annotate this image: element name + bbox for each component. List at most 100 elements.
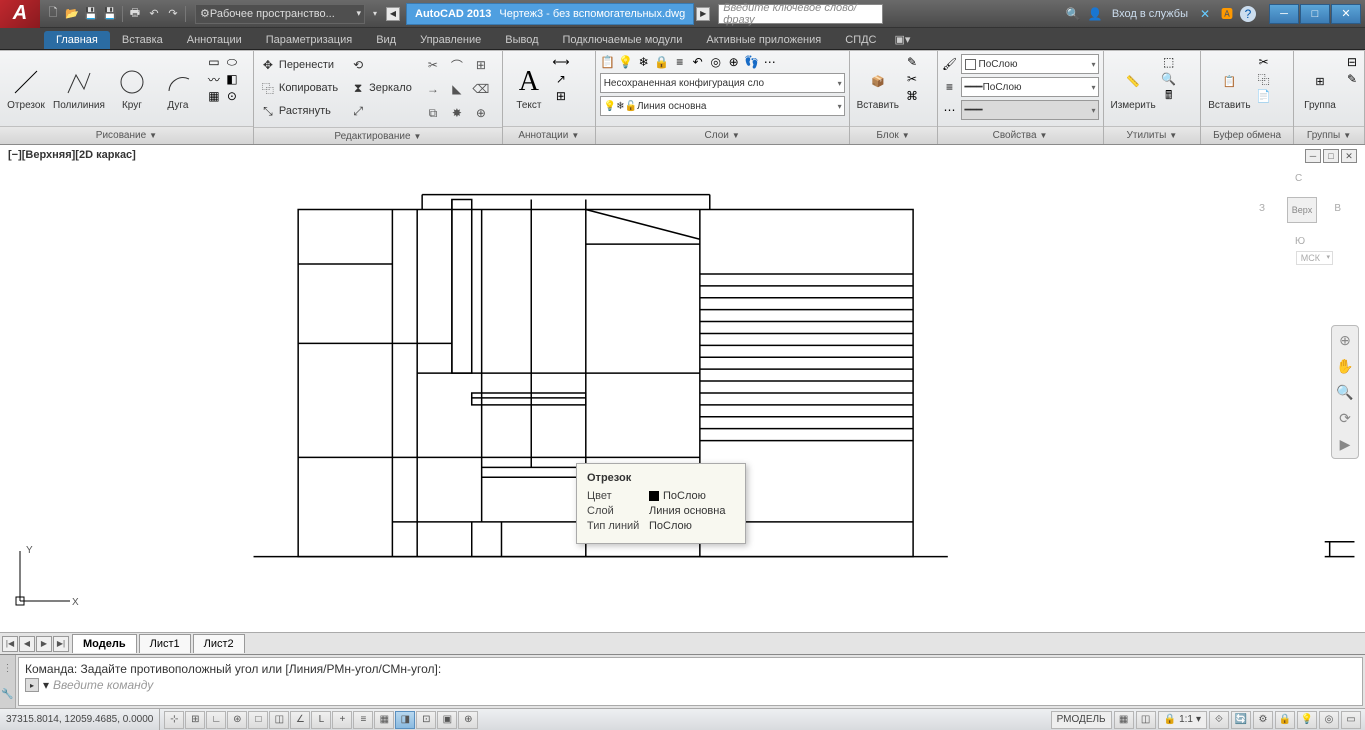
qat-more-icon[interactable]: ▾ bbox=[366, 5, 384, 23]
tab-sheet2[interactable]: Лист2 bbox=[193, 634, 245, 653]
tab-apps[interactable]: Активные приложения bbox=[694, 31, 833, 49]
spline-icon[interactable]: 〰 bbox=[206, 71, 222, 87]
close-button[interactable]: ✕ bbox=[1331, 4, 1361, 24]
leader-icon[interactable]: ↗ bbox=[553, 71, 569, 87]
layerprops-icon[interactable]: 📋 bbox=[600, 54, 616, 70]
tab-expand-icon[interactable]: ▣▾ bbox=[889, 30, 917, 49]
layeroff-icon[interactable]: 💡 bbox=[618, 54, 634, 70]
osnap-button[interactable]: □ bbox=[248, 711, 268, 729]
qp-button[interactable]: ◨ bbox=[395, 711, 415, 729]
snap-mode-button[interactable]: ⊹ bbox=[164, 711, 184, 729]
tab-first-icon[interactable]: |◀ bbox=[2, 636, 18, 652]
help-search-input[interactable]: Введите ключевое слово/фразу bbox=[718, 4, 883, 24]
clean-icon[interactable]: ▭ bbox=[1341, 711, 1361, 729]
select-icon[interactable]: ⬚ bbox=[1161, 54, 1177, 70]
layerprev-icon[interactable]: ↶ bbox=[690, 54, 706, 70]
linetype-dropdown[interactable]: ━━━ bbox=[961, 100, 1099, 120]
hatch-icon[interactable]: ▦ bbox=[206, 88, 222, 104]
user-icon[interactable]: 👤 bbox=[1086, 5, 1104, 23]
chamfer-icon[interactable]: ◣ bbox=[446, 78, 468, 100]
move-button[interactable]: ✥Перенести bbox=[258, 54, 340, 76]
insert-block-button[interactable]: 📦Вставить bbox=[854, 54, 902, 122]
layermatch-icon[interactable]: ≡ bbox=[672, 54, 688, 70]
trim-icon[interactable]: ✂ bbox=[422, 54, 444, 76]
3dosnap-button[interactable]: ◫ bbox=[269, 711, 289, 729]
mirror-button[interactable]: ⧗Зеркало bbox=[348, 77, 414, 99]
dyn-button[interactable]: + bbox=[332, 711, 352, 729]
exchange-icon[interactable]: ✕ bbox=[1196, 5, 1214, 23]
calc-icon[interactable]: 🖩 bbox=[1161, 88, 1177, 104]
tab-manage[interactable]: Управление bbox=[408, 31, 493, 49]
panel-props-title[interactable]: Свойства▼ bbox=[938, 126, 1103, 144]
quickview-icon[interactable]: ◫ bbox=[1136, 711, 1156, 729]
table-icon[interactable]: ⊞ bbox=[553, 88, 569, 104]
layerlock-icon[interactable]: 🔒 bbox=[654, 54, 670, 70]
panel-utils-title[interactable]: Утилиты▼ bbox=[1104, 126, 1201, 144]
autodesk-icon[interactable]: 🅰 bbox=[1218, 5, 1236, 23]
drawing-viewport[interactable]: [−][Верхняя][2D каркас] ─ □ ✕ С Ю З В Ве… bbox=[0, 145, 1365, 631]
isolate-icon[interactable]: ◎ bbox=[1319, 711, 1339, 729]
cut-icon[interactable]: ✂ bbox=[1256, 54, 1272, 70]
extend-icon[interactable]: → bbox=[422, 78, 444, 100]
plot-icon[interactable]: 🖶 bbox=[126, 5, 144, 23]
line-button[interactable]: Отрезок bbox=[4, 54, 48, 122]
linetype-icon[interactable]: ⋯ bbox=[942, 102, 958, 118]
tpy-button[interactable]: ▦ bbox=[374, 711, 394, 729]
ducs-button[interactable]: L bbox=[311, 711, 331, 729]
rect-icon[interactable]: ▭ bbox=[206, 54, 222, 70]
arc-button[interactable]: Дуга bbox=[156, 54, 200, 122]
grid2-icon[interactable]: ▦ bbox=[1114, 711, 1134, 729]
layer-dropdown[interactable]: 💡❄🔓 Линия основна bbox=[600, 96, 845, 116]
coordinates[interactable]: 37315.8014, 12059.4685, 0.0000 bbox=[0, 709, 160, 730]
tab-plugins[interactable]: Подключаемые модули bbox=[551, 31, 695, 49]
sc-button[interactable]: ⊡ bbox=[416, 711, 436, 729]
copy-clip-icon[interactable]: ⿻ bbox=[1256, 71, 1272, 87]
layermore-icon[interactable]: ⋯ bbox=[762, 54, 778, 70]
annovis-icon[interactable]: ⟐ bbox=[1209, 711, 1229, 729]
workspace-dropdown[interactable]: ⚙ Рабочее пространство... bbox=[195, 4, 365, 24]
tab-parametric[interactable]: Параметризация bbox=[254, 31, 364, 49]
tab-spds[interactable]: СПДС bbox=[833, 31, 888, 49]
panel-layers-title[interactable]: Слои▼ bbox=[596, 126, 849, 144]
toolbar-lock-icon[interactable]: 🔒 bbox=[1275, 711, 1295, 729]
circle-button[interactable]: Круг bbox=[110, 54, 154, 122]
panel-ann-title[interactable]: Аннотации▼ bbox=[503, 126, 595, 144]
scale-button[interactable]: ⤢ bbox=[348, 100, 414, 122]
tab-annotate[interactable]: Аннотации bbox=[175, 31, 254, 49]
tab-last-icon[interactable]: ▶| bbox=[53, 636, 69, 652]
lwt-button[interactable]: ≡ bbox=[353, 711, 373, 729]
attr-icon[interactable]: ⌘ bbox=[904, 88, 920, 104]
copy-button[interactable]: ⿻Копировать bbox=[258, 77, 340, 99]
stretch-button[interactable]: ⤡Растянуть bbox=[258, 100, 340, 122]
pastespecial-icon[interactable]: 📄 bbox=[1256, 88, 1272, 104]
layermerge-icon[interactable]: ⊕ bbox=[726, 54, 742, 70]
array-icon[interactable]: ⊞ bbox=[470, 54, 492, 76]
layerwalk-icon[interactable]: 👣 bbox=[744, 54, 760, 70]
grid-button[interactable]: ⊞ bbox=[185, 711, 205, 729]
text-button[interactable]: AТекст bbox=[507, 54, 551, 122]
doc-prev-icon[interactable]: ◀ bbox=[386, 7, 400, 21]
ws-icon[interactable]: ⚙ bbox=[1253, 711, 1273, 729]
explode-icon[interactable]: ✸ bbox=[446, 102, 468, 124]
app-logo[interactable]: A bbox=[0, 0, 40, 28]
paste-button[interactable]: 📋Вставить bbox=[1205, 54, 1253, 122]
login-link[interactable]: Вход в службы bbox=[1108, 8, 1192, 20]
tpy2-button[interactable]: ⊕ bbox=[458, 711, 478, 729]
offset-icon[interactable]: ⧉ bbox=[422, 102, 444, 124]
tab-prev-icon[interactable]: ◀ bbox=[19, 636, 35, 652]
redo-icon[interactable]: ↷ bbox=[164, 5, 182, 23]
groupedit-icon[interactable]: ✎ bbox=[1344, 71, 1360, 87]
am-button[interactable]: ▣ bbox=[437, 711, 457, 729]
saveas-icon[interactable]: 💾 bbox=[101, 5, 119, 23]
ungroup-icon[interactable]: ⊟ bbox=[1344, 54, 1360, 70]
polar-button[interactable]: ⊛ bbox=[227, 711, 247, 729]
match-props-icon[interactable]: 🖌 bbox=[942, 56, 958, 72]
layeriso-icon[interactable]: ◎ bbox=[708, 54, 724, 70]
hardware-icon[interactable]: 💡 bbox=[1297, 711, 1317, 729]
lineweight-icon[interactable]: ≡ bbox=[942, 79, 958, 95]
help-icon[interactable]: ? bbox=[1240, 6, 1256, 22]
tab-sheet1[interactable]: Лист1 bbox=[139, 634, 191, 653]
tab-model[interactable]: Модель bbox=[72, 634, 137, 653]
tab-output[interactable]: Вывод bbox=[493, 31, 550, 49]
ellipse-icon[interactable]: ⬭ bbox=[224, 54, 240, 70]
